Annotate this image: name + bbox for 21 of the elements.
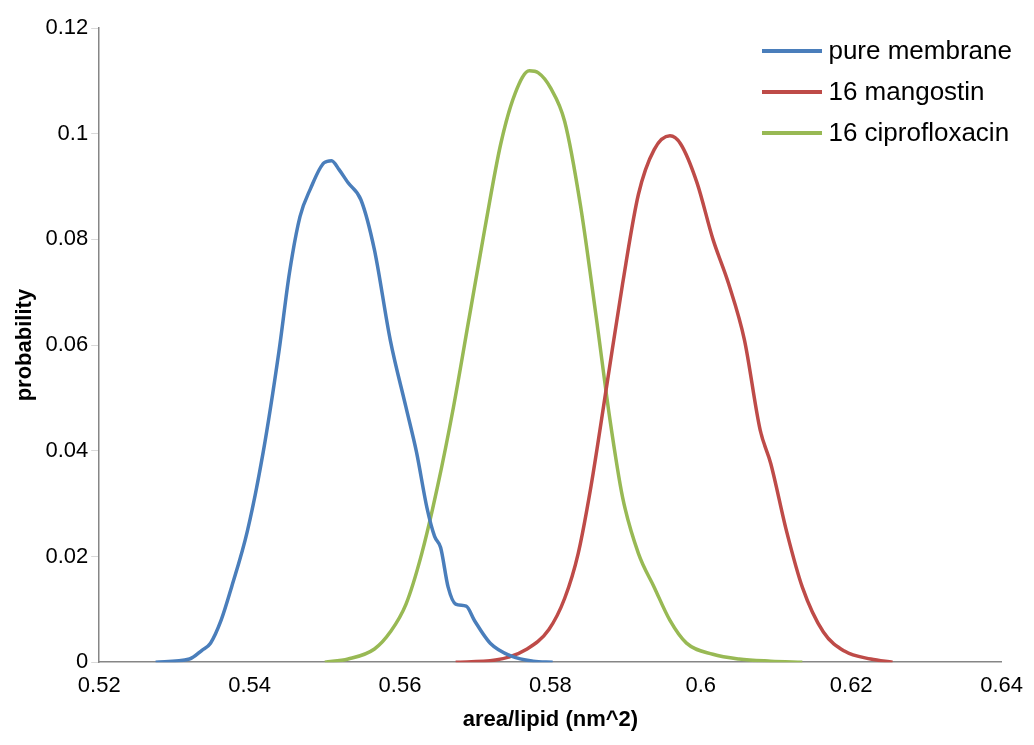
y-axis-title: probability (11, 288, 37, 402)
legend-label: pure membrane (828, 34, 1012, 67)
legend-label: 16 mangostin (828, 75, 985, 108)
line-series (323, 69, 805, 663)
y-tick-label: 0.04 (45, 436, 89, 462)
x-tick-label: 0.54 (228, 672, 272, 698)
legend-label: 16 ciprofloxacin (828, 116, 1010, 149)
y-tick-label: 0.02 (45, 542, 89, 568)
x-tick-label: 0.6 (685, 672, 717, 698)
x-axis-title: area/lipid (nm^2) (462, 705, 639, 731)
x-tick-label: 0.58 (528, 672, 572, 698)
x-tick-label: 0.52 (77, 672, 121, 698)
x-tick-label: 0.64 (980, 672, 1023, 698)
x-tick-label: 0.62 (829, 672, 873, 698)
y-tick-label: 0.08 (45, 225, 89, 251)
y-tick-label: 0.06 (45, 331, 89, 357)
y-tick-label: 0.1 (57, 119, 89, 145)
line-series (153, 158, 555, 663)
x-tick-label: 0.56 (378, 672, 422, 698)
y-tick-label: 0.12 (45, 14, 89, 40)
y-tick-label: 0 (75, 648, 89, 674)
